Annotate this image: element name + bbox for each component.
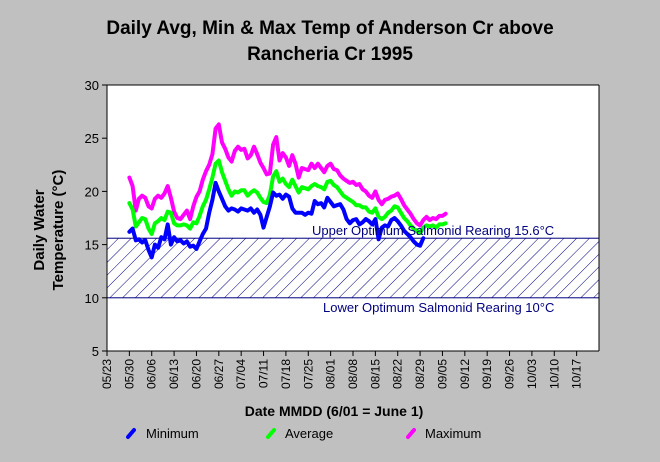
legend-item-average: Average (266, 426, 333, 441)
x-tick-label: 06/20 (189, 359, 203, 389)
legend-swatch-maximum (406, 428, 416, 439)
x-tick-label: 08/15 (368, 359, 382, 389)
y-axis-label-line2: Temperature (°C) (50, 170, 67, 291)
y-axis-ticks: 5 10 15 20 25 30 (85, 78, 107, 359)
x-tick-label: 07/11 (257, 359, 271, 388)
band-upper-label: Upper Optimum Salmonid Rearing 15.6°C (312, 223, 554, 238)
legend-label-average: Average (285, 426, 333, 441)
x-tick-label: 06/06 (145, 359, 159, 389)
optimum-band (106, 237, 600, 299)
x-axis-ticks: 05/23 05/30 06/06 06/13 06/20 06/27 07/04 07/11… (100, 351, 584, 389)
x-tick-label: 10/10 (547, 359, 561, 389)
y-tick-label: 30 (85, 78, 99, 93)
x-tick-label: 09/19 (480, 359, 494, 389)
y-tick-label: 25 (85, 131, 99, 146)
y-tick-label: 5 (92, 344, 99, 359)
x-tick-label: 07/25 (301, 359, 315, 389)
series-line-average (127, 158, 448, 236)
x-tick-label: 05/23 (100, 359, 114, 389)
x-tick-label: 09/05 (435, 359, 449, 389)
y-tick-label: 20 (85, 184, 99, 199)
y-axis-label-line1: Daily Water (31, 189, 48, 270)
band-lower-label: Lower Optimum Salmonid Rearing 10°C (323, 300, 554, 315)
chart-title-line2: Rancheria Cr 1995 (247, 44, 413, 65)
x-tick-label: 06/27 (212, 359, 226, 389)
x-tick-label: 08/08 (346, 359, 360, 389)
series-line-minimum (127, 180, 426, 260)
x-tick-label: 08/01 (324, 359, 338, 389)
x-tick-label: 07/18 (279, 359, 293, 389)
x-tick-label: 06/13 (167, 359, 181, 389)
chart-title-line1: Daily Avg, Min & Max Temp of Anderson Cr… (106, 18, 553, 39)
y-tick-label: 10 (85, 291, 99, 306)
x-tick-label: 09/26 (503, 359, 517, 389)
legend-item-maximum: Maximum (406, 426, 481, 441)
series-line-maximum (127, 122, 448, 228)
x-tick-label: 10/03 (525, 359, 539, 389)
legend-swatch-average (266, 428, 276, 439)
x-tick-label: 05/30 (122, 359, 136, 389)
legend-label-minimum: Minimum (146, 426, 199, 441)
x-tick-label: 09/12 (458, 359, 472, 389)
y-tick-label: 15 (85, 238, 99, 253)
series-lines (127, 122, 448, 260)
x-tick-label: 08/29 (413, 359, 427, 389)
x-tick-label: 08/22 (391, 359, 405, 389)
legend-item-minimum: Minimum (126, 426, 199, 441)
legend-swatch-minimum (126, 428, 136, 439)
x-tick-label: 10/17 (570, 359, 584, 389)
legend: Minimum Average Maximum (126, 426, 481, 441)
x-tick-label: 07/04 (234, 359, 248, 389)
legend-label-maximum: Maximum (425, 426, 481, 441)
x-axis-label: Date MMDD (6/01 = June 1) (245, 403, 424, 419)
